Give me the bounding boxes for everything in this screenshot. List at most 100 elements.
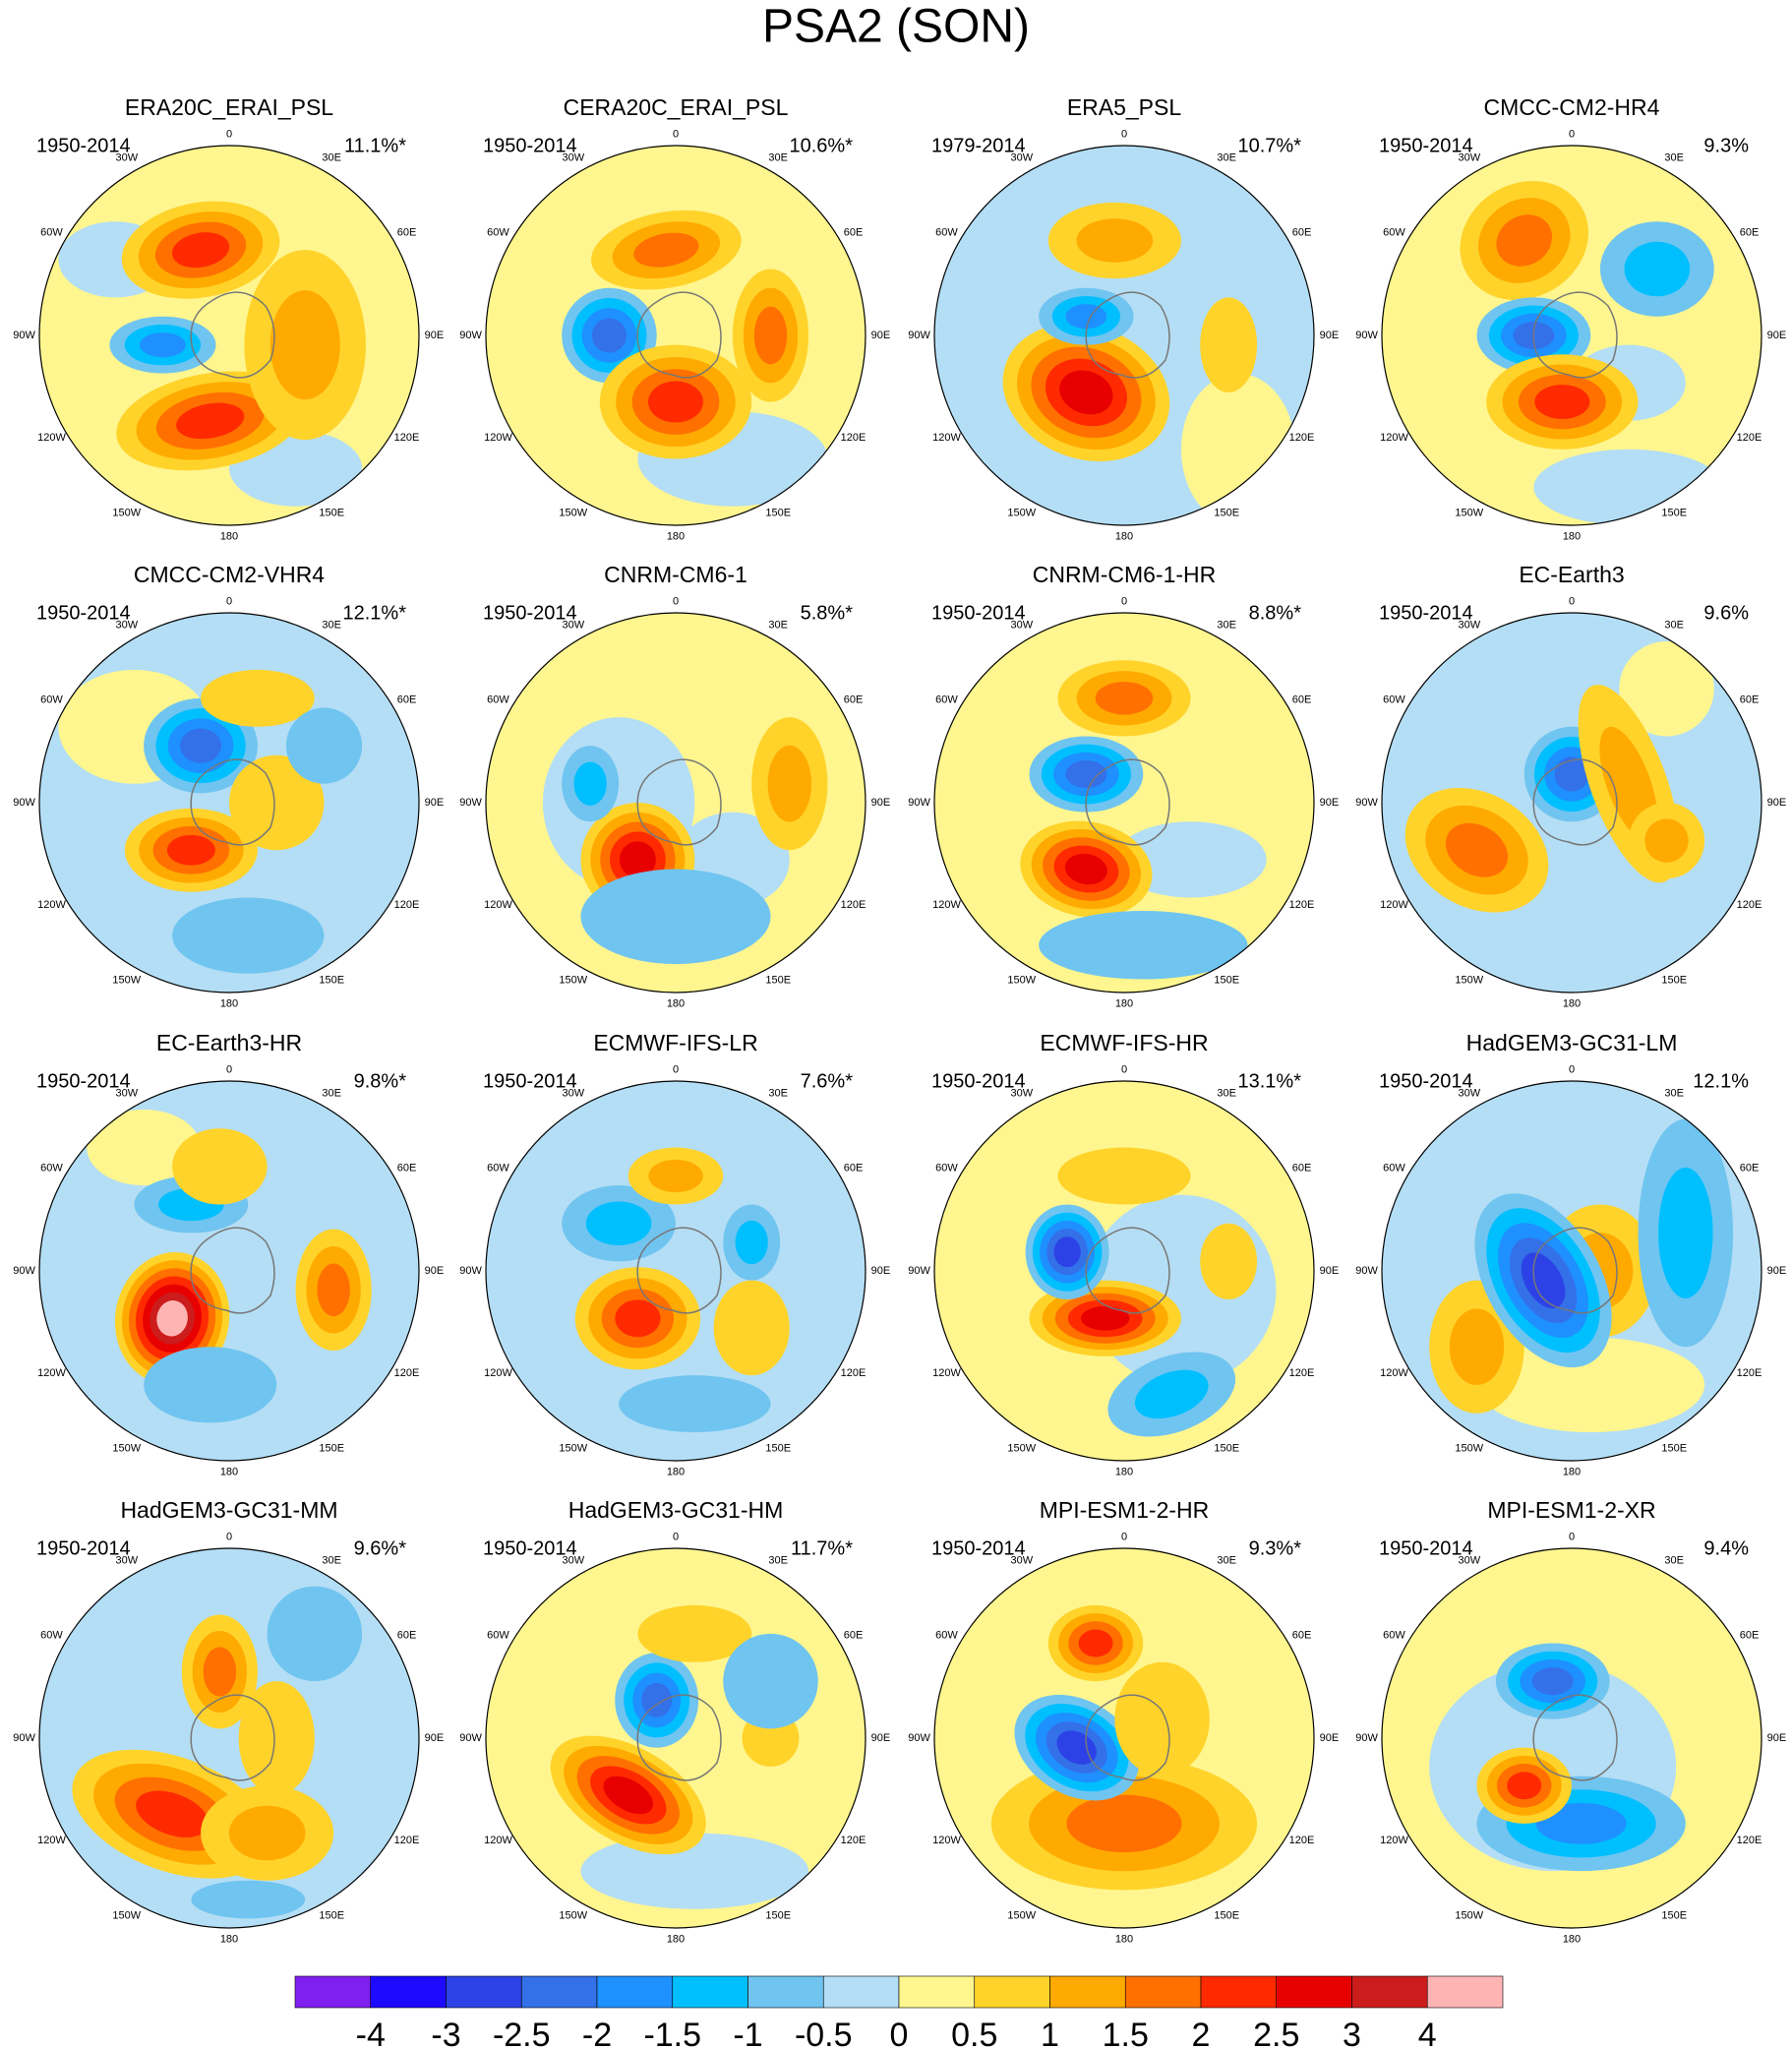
panel-title: CERA20C_ERAI_PSL [564, 94, 789, 120]
contour-fill [238, 1681, 315, 1795]
contour-fill [1039, 911, 1248, 980]
longitude-label: 120W [932, 899, 961, 911]
colorbar-box [596, 1975, 674, 2009]
longitude-label: 150E [1214, 1442, 1239, 1454]
colorbar-box [822, 1975, 900, 2009]
longitude-label: 150E [319, 1909, 344, 1921]
coastline [1532, 758, 1618, 846]
longitude-label: 120E [841, 1835, 866, 1846]
field [39, 1548, 419, 1928]
longitude-label: 90E [1767, 1265, 1787, 1277]
panel-title: ERA20C_ERAI_PSL [125, 94, 333, 120]
longitude-label: 30W [1458, 1087, 1480, 1099]
longitude-label: 90W [908, 330, 930, 341]
longitude-label: 90E [871, 330, 891, 341]
longitude-label: 150W [1455, 1909, 1483, 1921]
field [1382, 1548, 1762, 1928]
longitude-label: 60E [1292, 227, 1312, 239]
contour-fill [1065, 304, 1107, 330]
longitude-label: 60E [844, 227, 864, 239]
contour-fill [633, 232, 699, 268]
contour-fill [285, 707, 363, 784]
contour-fill [1521, 1252, 1566, 1308]
contour-fill [144, 1347, 277, 1423]
contour-fill [1445, 822, 1509, 877]
map-border [38, 612, 420, 994]
longitude-label: 60E [1740, 1163, 1760, 1175]
longitude-label: 180 [667, 997, 685, 1009]
map-panel: CNRM-CM6-1-HR 1950-2014 8.8%* 0 30E 60E 90E 120… [908, 562, 1339, 1009]
map-panel: EC-Earth3 1950-2014 9.6% 0 30E 60E 90E 120E 150E… [1355, 562, 1786, 1009]
longitude-label: 30E [1217, 619, 1236, 631]
longitude-label: 30E [322, 1554, 341, 1566]
coastline [636, 291, 722, 379]
contour-fill [180, 728, 222, 763]
longitude-label: 150W [1007, 507, 1036, 518]
field [39, 1081, 419, 1461]
contour-fill [191, 1880, 306, 1919]
contour-fill [1200, 1223, 1258, 1299]
longitude-label: 30W [1458, 1554, 1480, 1566]
field [39, 146, 419, 525]
longitude-label: 60W [935, 227, 958, 239]
longitude-label: 0 [1121, 128, 1127, 140]
panel-period: 1950-2014 [931, 1070, 1026, 1092]
contour-fill [229, 754, 325, 851]
panel-title: EC-Earth3-HR [156, 1030, 302, 1055]
coastline [1532, 291, 1618, 379]
longitude-label: 0 [226, 1063, 232, 1075]
longitude-label: 30W [115, 619, 138, 631]
longitude-label: 30W [1010, 1087, 1033, 1099]
map-border [485, 1547, 866, 1929]
longitude-label: 30W [115, 1087, 138, 1099]
coastline [190, 758, 275, 846]
longitude-label: 150E [1661, 1442, 1687, 1454]
contour-fill [580, 869, 771, 965]
colorbar-box [1124, 1975, 1202, 2009]
colorbar-box [898, 1975, 976, 2009]
longitude-label: 180 [667, 1933, 685, 1945]
contour-fill [619, 1375, 771, 1433]
map-panel: EC-Earth3-HR 1950-2014 9.8%* 0 30E 60E 90E 120E… [13, 1030, 444, 1477]
longitude-label: 30E [1664, 151, 1684, 163]
panel-variance: 9.6% [1703, 602, 1749, 624]
panel-variance: 10.7%* [1238, 135, 1302, 156]
longitude-label: 150W [1455, 974, 1483, 986]
colorbar-label: 1.5 [1103, 2017, 1149, 2048]
longitude-label: 180 [667, 530, 685, 542]
longitude-label: 120W [1380, 432, 1408, 444]
contour-fill [1624, 241, 1691, 297]
longitude-label: 150E [319, 1442, 344, 1454]
contour-fill [1658, 1167, 1713, 1298]
longitude-label: 150E [765, 507, 791, 518]
coastline [636, 1227, 722, 1314]
longitude-label: 30W [1458, 619, 1480, 631]
longitude-label: 180 [220, 1933, 238, 1945]
longitude-label: 0 [1121, 1063, 1127, 1075]
longitude-label: 120W [932, 1835, 961, 1846]
longitude-label: 90E [425, 797, 445, 809]
contour-fill [172, 1128, 268, 1205]
longitude-label: 120W [1380, 1835, 1408, 1846]
longitude-label: 30W [562, 1554, 584, 1566]
contour-fill [228, 1805, 306, 1861]
contour-fill [1057, 1147, 1191, 1205]
longitude-label: 180 [220, 997, 238, 1009]
map-border [485, 1080, 866, 1462]
panel-title: MPI-ESM1-2-XR [1487, 1497, 1655, 1523]
longitude-label: 30W [1010, 619, 1033, 631]
colorbar-label: -3 [431, 2017, 460, 2048]
longitude-label: 120W [1380, 1367, 1408, 1379]
longitude-label: 90W [13, 797, 35, 809]
longitude-label: 120W [932, 432, 961, 444]
longitude-label: 150W [112, 1442, 141, 1454]
longitude-label: 120W [37, 899, 66, 911]
panel-title: CMCC-CM2-HR4 [1484, 94, 1660, 120]
longitude-label: 90E [425, 1732, 445, 1744]
panel-variance: 10.6%* [790, 135, 854, 156]
longitude-label: 60E [397, 1630, 417, 1642]
contour-fill [1476, 1337, 1705, 1433]
contour-fill [176, 402, 245, 440]
longitude-label: 90W [908, 797, 930, 809]
